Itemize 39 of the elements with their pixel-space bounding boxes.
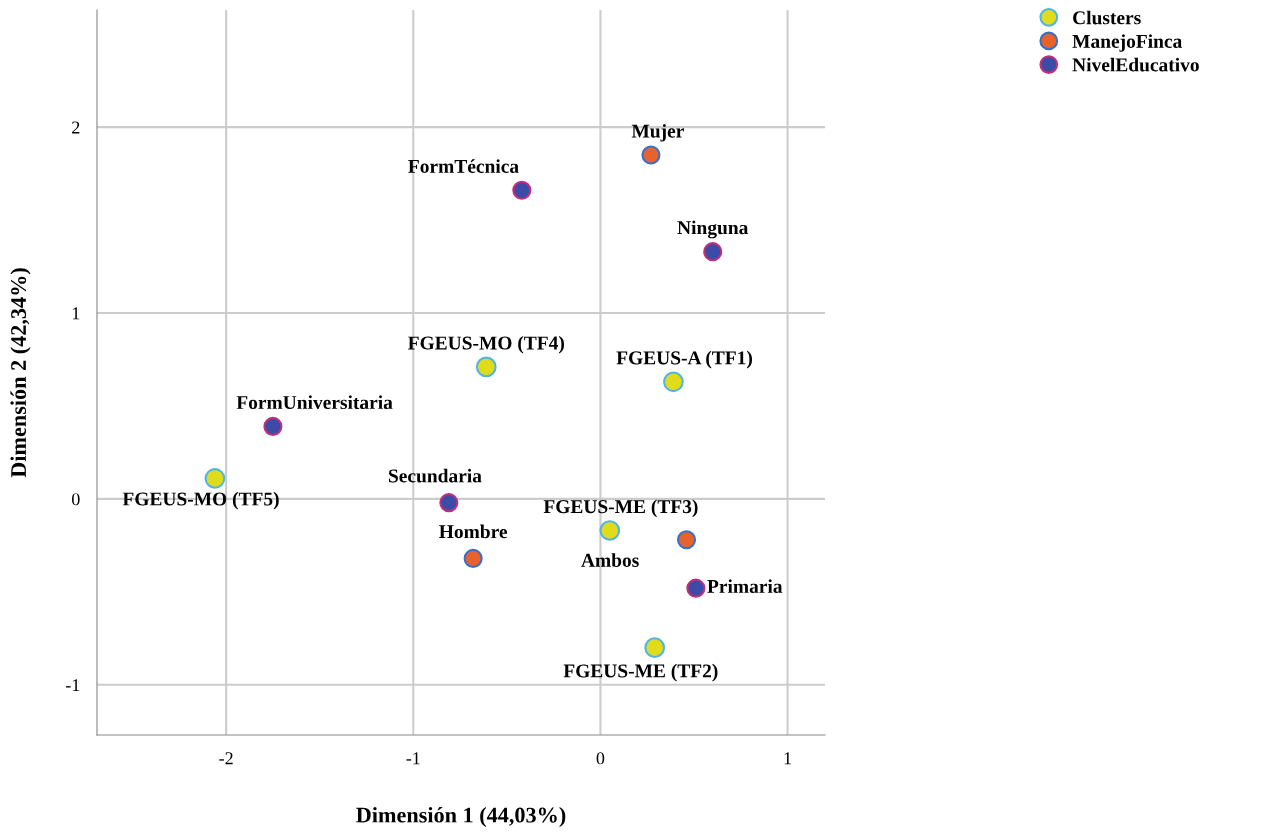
point — [439, 493, 459, 513]
x-tick-label: 1 — [784, 752, 791, 765]
annotation: FGEUS-A (TF1) — [616, 350, 752, 369]
annotation: FGEUS-MO (TF5) — [122, 491, 279, 510]
y-tick-label: -1 — [65, 679, 80, 692]
annotation: FormUniversitaria — [236, 395, 393, 410]
y-tick-label: 1 — [72, 307, 80, 320]
point — [475, 356, 497, 378]
annotation: Hombre — [439, 524, 508, 539]
point — [663, 371, 684, 393]
point — [641, 145, 661, 165]
y-tick-label: 0 — [71, 493, 80, 506]
x-tick-label: -2 — [219, 752, 233, 765]
x-tick-label: -1 — [406, 752, 420, 765]
legend-label: Clusters — [1073, 10, 1141, 25]
point — [676, 530, 697, 550]
annotation: Ninguna — [677, 220, 749, 239]
point — [599, 520, 621, 541]
point — [644, 637, 666, 658]
x-axis-title: Dimensión 1 (44,03%) — [356, 806, 566, 828]
point — [463, 548, 483, 568]
annotation: FGEUS-MO (TF4) — [408, 335, 564, 354]
legend-label: ManejoFinca — [1072, 34, 1182, 52]
point — [703, 242, 723, 262]
annotation: FGEUS-ME (TF2) — [563, 663, 718, 682]
annotation: FGEUS-ME (TF3) — [543, 499, 698, 518]
x-tick-label: 0 — [596, 752, 605, 765]
y-tick-label: 2 — [72, 121, 80, 134]
annotation: Secundaria — [388, 468, 482, 483]
annotation: Primaria — [707, 579, 783, 594]
point — [204, 468, 226, 489]
annotation: FormTécnica — [408, 159, 519, 173]
point — [512, 180, 532, 200]
point — [686, 578, 706, 598]
annotation: Ambos — [581, 553, 639, 567]
point — [263, 416, 283, 436]
legend-label: NivelEducativo — [1072, 57, 1199, 72]
y-axis-title: Dimensión 2 (42,34%) — [10, 268, 31, 478]
annotation: Mujer — [631, 123, 684, 142]
